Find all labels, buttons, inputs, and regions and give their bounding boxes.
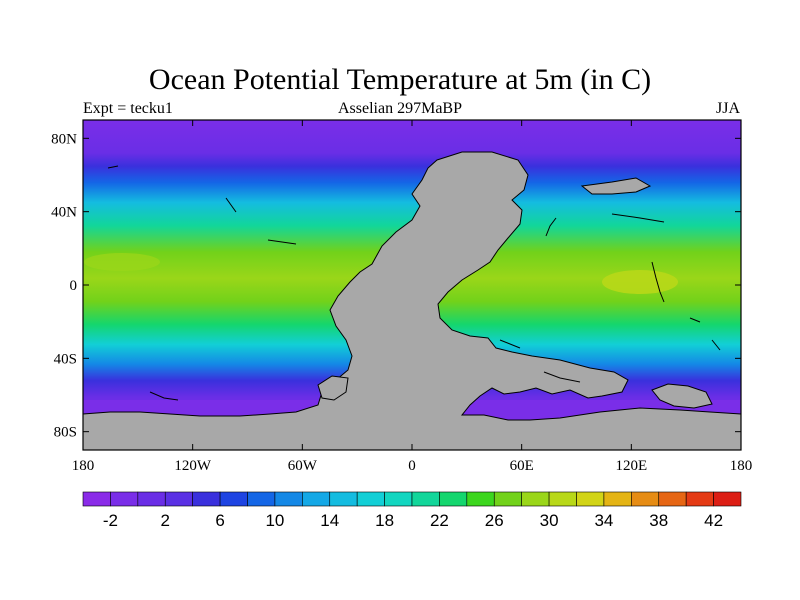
colorbar-swatch <box>247 491 276 507</box>
colorbar-swatch <box>631 491 660 507</box>
colorbar-swatch <box>302 491 331 507</box>
axis-ticks <box>82 120 742 450</box>
colorbar-swatch <box>110 491 139 507</box>
colorbar-swatch <box>384 491 413 507</box>
colorbar-swatch <box>164 491 193 507</box>
colorbar-label: 26 <box>485 511 504 530</box>
colorbar-swatch <box>521 491 550 507</box>
colorbar-swatch <box>658 491 687 507</box>
lat-label: 80S <box>54 425 77 441</box>
period-label: Asselian 297MaBP <box>338 100 462 117</box>
colorbar-swatch <box>137 491 166 507</box>
lon-label: 120W <box>174 458 212 474</box>
south-island-east <box>651 383 713 409</box>
season-label: JJA <box>715 100 740 117</box>
colorbar-swatch <box>466 491 495 507</box>
colorbar-swatch <box>356 491 385 507</box>
east-landmass <box>580 177 652 195</box>
colorbar-label: 34 <box>594 511 613 530</box>
experiment-label: Expt = tecku1 <box>83 100 173 117</box>
coastline-fragments <box>107 165 721 401</box>
colorbar-label: 2 <box>161 511 170 530</box>
colorbar-swatch <box>548 491 577 507</box>
colorbar-swatch <box>713 491 742 507</box>
colorbar-label: 14 <box>320 511 339 530</box>
lat-label: 80N <box>51 131 77 147</box>
colorbar-swatch <box>493 491 522 507</box>
colorbar-swatch <box>82 491 111 507</box>
lon-label: 180 <box>72 458 95 474</box>
colorbar-label: 42 <box>704 511 723 530</box>
colorbar-label: 38 <box>649 511 668 530</box>
lon-label: 60E <box>510 458 534 474</box>
lat-label: 40S <box>54 351 77 367</box>
lon-label: 120E <box>615 458 647 474</box>
colorbar-swatch <box>411 491 440 507</box>
lon-label: 60W <box>288 458 318 474</box>
lon-label: 0 <box>408 458 416 474</box>
colorbar-swatch <box>576 491 605 507</box>
lon-label: 180 <box>730 458 753 474</box>
colorbar-label: 30 <box>540 511 559 530</box>
colorbar-swatch <box>439 491 468 507</box>
warm-pool-west <box>84 253 160 271</box>
colorbar-label: 6 <box>215 511 224 530</box>
lat-label: 0 <box>70 278 78 294</box>
colorbar-swatch <box>274 491 303 507</box>
map-title: Ocean Potential Temperature at 5m (in C) <box>148 63 652 96</box>
colorbar-swatch <box>219 491 248 507</box>
pangaea-landmass <box>83 151 741 450</box>
lat-label: 40N <box>51 205 77 221</box>
colorbar-swatch <box>603 491 632 507</box>
colorbar: -2 2 6 10 14 18 22 26 30 34 38 42 <box>82 491 742 530</box>
colorbar-label: 10 <box>265 511 284 530</box>
warm-pool-east <box>602 270 678 294</box>
colorbar-label: -2 <box>103 511 118 530</box>
colorbar-swatch <box>685 491 714 507</box>
south-island-west <box>317 375 349 401</box>
colorbar-label: 22 <box>430 511 449 530</box>
colorbar-swatch <box>192 491 221 507</box>
colorbar-swatch <box>329 491 358 507</box>
colorbar-label: 18 <box>375 511 394 530</box>
